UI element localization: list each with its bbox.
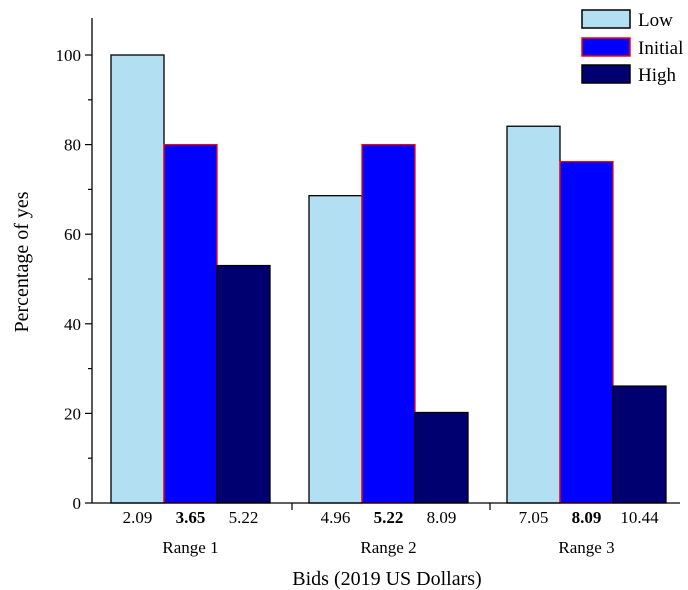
- bar-high-range-1: [216, 264, 271, 504]
- bid-label: 2.09: [123, 508, 153, 527]
- bid-label: 10.44: [620, 508, 659, 527]
- bar-low-range-3: [506, 125, 561, 504]
- y-tick-label: 100: [56, 46, 82, 65]
- legend: Low Initial High: [581, 9, 683, 86]
- bid-label: 8.09: [572, 508, 602, 527]
- bar-initial-range-3: [559, 160, 614, 504]
- plot-area: 0 20 40 60 80 100 2.09 3.65 5.22 4.96 5.22 8.09 7.05…: [56, 18, 680, 557]
- legend-swatch-low: [581, 9, 631, 29]
- bid-label: 5.22: [374, 508, 404, 527]
- bar-high-range-2: [414, 411, 469, 504]
- bar-initial-range-2: [361, 143, 416, 504]
- y-tick-label: 0: [73, 494, 82, 513]
- bar-high-range-3: [612, 385, 667, 504]
- bar-initial-range-1: [163, 143, 218, 504]
- y-tick-label: 40: [64, 315, 81, 334]
- y-tick-label: 80: [64, 136, 81, 155]
- y-axis-title: Percentage of yes: [11, 191, 33, 332]
- bid-label: 8.09: [427, 508, 457, 527]
- legend-swatch-initial: [581, 37, 631, 57]
- legend-label-low: Low: [638, 10, 673, 31]
- legend-label-initial: Initial: [638, 38, 683, 59]
- category-label: Range 1: [162, 538, 218, 557]
- bar-low-range-2: [308, 195, 363, 504]
- legend-swatch-high: [581, 64, 631, 84]
- bid-label: 7.05: [519, 508, 549, 527]
- category-label: Range 3: [558, 538, 614, 557]
- y-tick-label: 20: [64, 404, 81, 423]
- x-axis-title: Bids (2019 US Dollars): [292, 568, 481, 590]
- bar-low-range-1: [110, 54, 165, 504]
- legend-label-high: High: [638, 65, 677, 86]
- bid-label: 3.65: [176, 508, 206, 527]
- category-label: Range 2: [360, 538, 416, 557]
- y-tick-label: 60: [64, 225, 81, 244]
- bid-label: 4.96: [321, 508, 351, 527]
- bid-label: 5.22: [229, 508, 259, 527]
